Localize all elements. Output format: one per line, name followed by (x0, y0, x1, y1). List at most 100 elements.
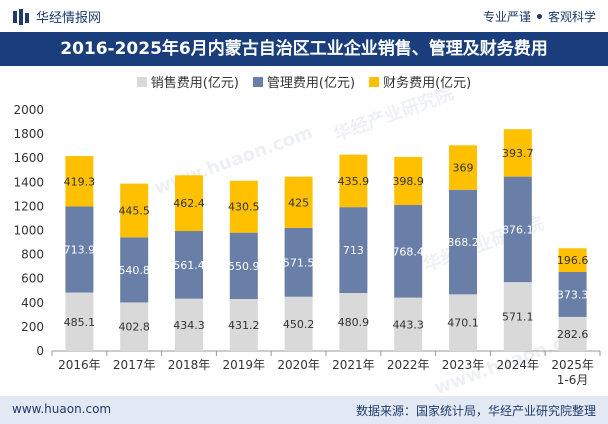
data-label-finance-2: 462.4 (173, 197, 205, 210)
footer: www.huaon.com 数据来源：国家统计局，华经产业研究院整理 (0, 396, 608, 424)
data-label-admin-2: 561.4 (173, 259, 205, 272)
top-bar: 华经情报网 专业严谨 客观科学 (0, 0, 608, 32)
bar-admin-6 (394, 204, 423, 298)
data-label-sales-1: 402.8 (118, 321, 150, 334)
legend-item-sales: 销售费用(亿元) (136, 72, 239, 91)
x-tick-label-6: 2022年 (387, 358, 430, 372)
legend-label-sales: 销售费用(亿元) (150, 76, 239, 91)
data-label-sales-3: 431.2 (228, 319, 260, 332)
data-label-admin-8: 876.1 (502, 223, 534, 236)
bar-sales-8 (503, 282, 532, 351)
slogan-left: 专业严谨 (482, 10, 531, 24)
y-tick-label-1: 200 (21, 320, 44, 334)
bar-sales-9 (558, 316, 587, 351)
footer-source: 数据来源：国家统计局，华经产业研究院整理 (355, 404, 596, 418)
legend-label-finance: 财务费用(亿元) (383, 76, 472, 91)
data-label-admin-4: 571.5 (283, 256, 315, 269)
slogan-dot-icon (536, 14, 542, 19)
data-label-admin-7: 868.2 (447, 236, 479, 249)
y-tick-label-6: 1200 (13, 199, 44, 213)
y-tick-label-3: 600 (21, 272, 44, 286)
bar-sales-5 (339, 293, 368, 351)
data-label-admin-6: 768.4 (392, 245, 424, 258)
data-label-finance-5: 435.9 (338, 175, 370, 188)
y-tick-label-2: 400 (21, 296, 44, 310)
chart-title: 2016-2025年6月内蒙古自治区工业企业销售、管理及财务费用 (60, 39, 548, 59)
bar-finance-7 (449, 145, 477, 190)
data-label-finance-4: 425 (288, 196, 309, 209)
x-tick-label-7: 2023年 (442, 358, 485, 372)
bar-finance-5 (339, 154, 368, 208)
x-tick-label-0: 2016年 (58, 358, 101, 372)
bar-admin-2 (175, 231, 203, 299)
data-label-finance-7: 369 (453, 162, 474, 175)
bar-admin-5 (339, 207, 368, 294)
legend-swatch-sales (136, 76, 147, 87)
legend-swatch-admin (252, 76, 263, 87)
data-label-admin-0: 713.9 (64, 244, 96, 257)
bar-sales-4 (284, 296, 313, 351)
x-tick-label-8: 2024年 (497, 358, 540, 372)
legend-item-finance: 财务费用(亿元) (369, 72, 471, 91)
data-label-sales-2: 434.3 (173, 319, 205, 332)
bar-sales-3 (229, 299, 258, 351)
bar-admin-0 (65, 206, 94, 293)
y-tick-label-8: 1600 (13, 151, 44, 165)
bar-finance-1 (120, 183, 149, 238)
data-label-sales-9: 282.6 (557, 328, 589, 341)
y-tick-label-0: 0 (36, 344, 44, 358)
footer-url: www.huaon.com (12, 402, 112, 416)
stacked-bar-chart: 0 200 400 600 800 1000 1200 1400 1600 1800 2000 485… (13, 103, 601, 387)
y-tick-label-9: 1800 (13, 127, 44, 141)
bar-sales-1 (120, 302, 149, 351)
slogan: 专业严谨 客观科学 (483, 8, 596, 25)
data-label-finance-6: 398.9 (392, 175, 424, 188)
y-tick-label-10: 2000 (13, 103, 44, 117)
bar-admin-9 (558, 271, 587, 317)
chart-legend: 销售费用(亿元) 管理费用(亿元) 财务费用(亿元) (0, 72, 608, 91)
data-label-finance-0: 419.3 (64, 175, 96, 188)
bar-admin-4 (284, 227, 313, 297)
x-tick-label-5: 2021年 (332, 358, 375, 372)
bar-sales-0 (65, 292, 94, 351)
data-label-admin-5: 713 (343, 244, 364, 257)
data-label-sales-0: 485.1 (64, 316, 96, 329)
y-tick-label-4: 800 (21, 248, 44, 262)
bar-finance-2 (175, 175, 203, 232)
x-tick-label-2: 2018年 (168, 358, 211, 372)
huajing-logo-icon (13, 8, 29, 25)
x-tick-label-1: 2017年 (113, 358, 156, 372)
data-label-sales-8: 571.1 (502, 311, 534, 324)
data-label-sales-4: 450.2 (283, 318, 315, 331)
x-tick-label-9: 2025年 (551, 358, 594, 372)
bar-sales-6 (394, 297, 423, 351)
bar-finance-6 (394, 156, 423, 205)
brand: 华经情报网 (12, 7, 101, 26)
x-tick-label-4: 2020年 (277, 358, 320, 372)
bar-admin-8 (503, 176, 532, 283)
bar-sales-7 (449, 294, 477, 351)
title-band: 2016-2025年6月内蒙古自治区工业企业销售、管理及财务费用 (0, 32, 608, 66)
x-tick-label-9-line1: 1-6月 (557, 373, 589, 387)
legend-item-admin: 管理费用(亿元) (252, 72, 356, 91)
legend-label-admin: 管理费用(亿元) (266, 76, 356, 91)
bar-finance-8 (503, 129, 532, 177)
data-label-sales-6: 443.3 (392, 318, 424, 331)
data-label-finance-1: 445.5 (118, 204, 150, 217)
bar-finance-0 (65, 155, 94, 207)
x-tick-label-3: 2019年 (223, 358, 266, 372)
data-label-sales-5: 480.9 (338, 316, 370, 329)
legend-swatch-finance (369, 76, 380, 87)
data-label-sales-7: 470.1 (447, 317, 479, 330)
data-label-finance-3: 430.5 (228, 201, 260, 214)
brand-name: 华经情报网 (36, 11, 102, 26)
bar-finance-3 (229, 180, 258, 233)
data-label-admin-9: 373.3 (557, 288, 589, 301)
bar-admin-3 (229, 232, 258, 300)
data-label-finance-9: 196.6 (557, 254, 589, 267)
bar-finance-4 (284, 176, 313, 228)
bar-sales-2 (175, 298, 203, 351)
bar-admin-7 (449, 189, 477, 295)
slogan-right: 客观科学 (547, 10, 596, 24)
